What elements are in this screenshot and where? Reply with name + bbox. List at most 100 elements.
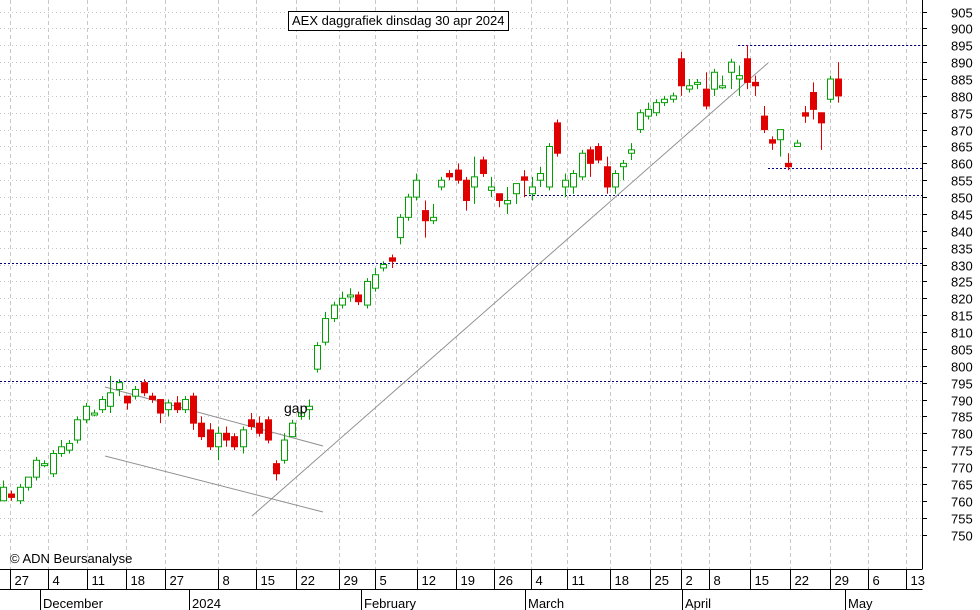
candle bbox=[207, 423, 214, 451]
y-tick-label: 855 bbox=[951, 174, 973, 189]
candle bbox=[463, 176, 470, 211]
candle-body bbox=[182, 399, 189, 411]
candle-body bbox=[703, 88, 710, 107]
candle-body bbox=[281, 439, 288, 461]
candle-body bbox=[628, 149, 635, 154]
candle bbox=[645, 102, 652, 120]
candle-body bbox=[827, 78, 834, 100]
support-resistance-lines bbox=[0, 45, 922, 382]
candle bbox=[471, 156, 478, 204]
y-tick-label: 830 bbox=[951, 259, 973, 274]
trend-line bbox=[104, 386, 324, 447]
x-tick-label: 5 bbox=[380, 573, 387, 588]
candle bbox=[521, 170, 528, 198]
chart-title: AEX daggrafiek dinsdag 30 apr 2024 bbox=[288, 11, 509, 31]
candle bbox=[703, 72, 710, 110]
candle bbox=[694, 79, 701, 90]
candle bbox=[380, 261, 387, 272]
candle bbox=[74, 416, 81, 444]
candle bbox=[190, 392, 197, 430]
candle bbox=[744, 45, 751, 90]
candle-body bbox=[504, 199, 511, 205]
candle bbox=[455, 163, 462, 184]
candle-body bbox=[25, 476, 32, 488]
candle-body bbox=[612, 172, 619, 188]
candle-body bbox=[0, 486, 7, 502]
candle-body bbox=[438, 179, 445, 188]
candle-body bbox=[99, 399, 106, 411]
y-tick-label: 840 bbox=[951, 225, 973, 240]
x-tick-label: 19 bbox=[461, 573, 475, 588]
candle bbox=[736, 65, 743, 96]
candle-body bbox=[41, 463, 48, 467]
candle-body bbox=[496, 193, 503, 201]
x-tick-label: 15 bbox=[755, 573, 769, 588]
x-tick-label: 22 bbox=[795, 573, 809, 588]
candle-body bbox=[678, 58, 685, 87]
candle bbox=[83, 402, 90, 424]
candle-body bbox=[661, 98, 668, 104]
x-tick-label: 27 bbox=[170, 573, 184, 588]
y-tick-label: 775 bbox=[951, 444, 973, 459]
candle bbox=[50, 450, 57, 478]
candle-body bbox=[149, 395, 156, 401]
candle bbox=[389, 254, 396, 268]
candle bbox=[620, 159, 627, 181]
candle-body bbox=[58, 446, 65, 455]
candle-body bbox=[124, 395, 131, 404]
candle bbox=[405, 193, 412, 221]
candle-body bbox=[455, 169, 462, 181]
candle bbox=[546, 143, 553, 191]
candle bbox=[223, 426, 230, 447]
candle-body bbox=[728, 61, 735, 73]
y-tick-label: 890 bbox=[951, 56, 973, 71]
copyright-credit: © ADN Beursanalyse bbox=[10, 551, 133, 566]
x-tick-label: 29 bbox=[835, 573, 849, 588]
y-tick-label: 780 bbox=[951, 427, 973, 442]
candle-body bbox=[736, 75, 743, 80]
x-tick-label: 29 bbox=[344, 573, 358, 588]
candle-body bbox=[686, 85, 693, 90]
y-tick-label: 895 bbox=[951, 39, 973, 54]
candle bbox=[322, 311, 329, 346]
candle-body bbox=[620, 162, 627, 168]
candle-body bbox=[314, 345, 321, 370]
candle bbox=[570, 170, 577, 194]
candle-body bbox=[595, 145, 602, 161]
candle bbox=[149, 392, 156, 403]
y-tick-label: 815 bbox=[951, 309, 973, 324]
trend-line bbox=[104, 455, 324, 513]
candle bbox=[661, 95, 668, 107]
candle-body bbox=[174, 402, 181, 411]
candle-body bbox=[8, 493, 15, 498]
candle-body bbox=[91, 412, 98, 416]
candle-body bbox=[273, 463, 280, 475]
candles bbox=[0, 45, 842, 505]
candle bbox=[116, 379, 123, 397]
candle-body bbox=[653, 102, 660, 114]
candle bbox=[124, 395, 131, 410]
candle-body bbox=[777, 129, 784, 141]
candle bbox=[587, 146, 594, 177]
candle bbox=[248, 413, 255, 430]
y-tick-label: 825 bbox=[951, 275, 973, 290]
candle-body bbox=[33, 459, 40, 478]
y-tick-label: 865 bbox=[951, 140, 973, 155]
candle bbox=[240, 426, 247, 454]
candle-body bbox=[513, 183, 520, 195]
grid-lines bbox=[0, 0, 922, 569]
candle-body bbox=[372, 274, 379, 289]
y-tick-label: 755 bbox=[951, 512, 973, 527]
candle bbox=[99, 396, 106, 414]
candle bbox=[17, 483, 24, 505]
candle-body bbox=[562, 179, 569, 188]
candle bbox=[686, 79, 693, 93]
candle-body bbox=[604, 166, 611, 188]
x-tick-label: 26 bbox=[499, 573, 513, 588]
y-tick-label: 850 bbox=[951, 191, 973, 206]
candle-body bbox=[785, 162, 792, 168]
candle-body bbox=[694, 81, 701, 85]
candle-body bbox=[794, 142, 801, 147]
candle bbox=[438, 176, 445, 191]
candle-body bbox=[165, 402, 172, 411]
